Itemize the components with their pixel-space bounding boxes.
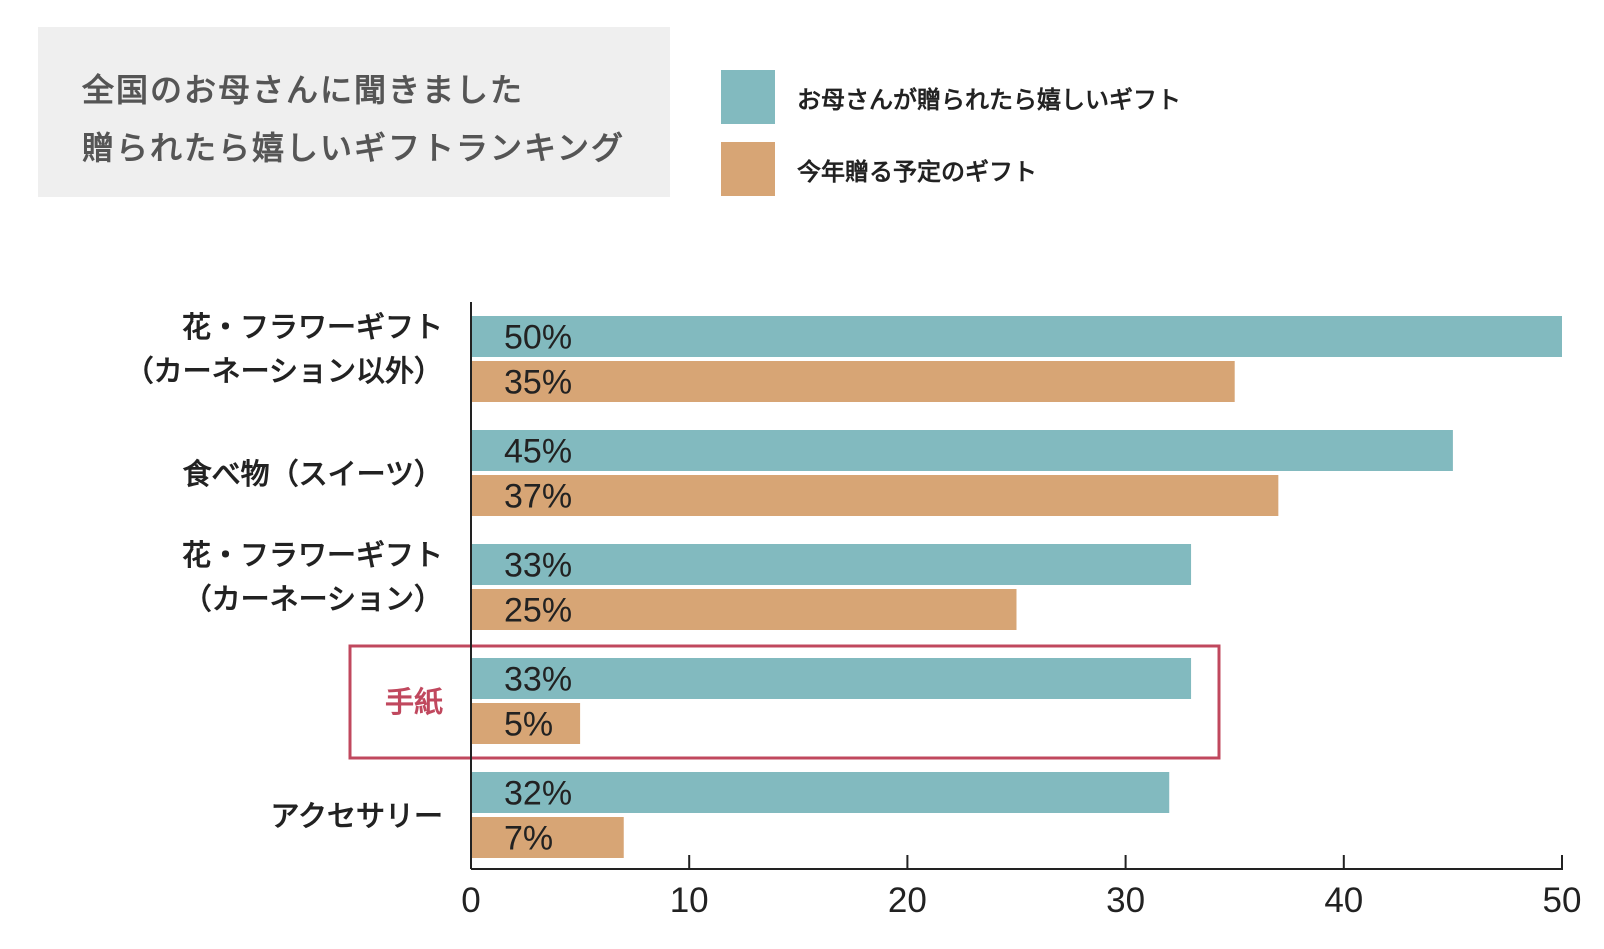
category-label-4-0: アクセサリー bbox=[270, 799, 443, 833]
bar-wanted-3 bbox=[471, 658, 1191, 699]
bar-planned-0 bbox=[471, 361, 1235, 402]
category-label-2-0: 花・フラワーギフト bbox=[182, 538, 443, 572]
x-tick-label-50: 50 bbox=[1543, 881, 1582, 920]
bar-chart: 50% 35% 花・フラワーギフト （カーネーション以外） 45% 37% 食べ物（スイーツ… bbox=[0, 0, 1604, 949]
data-label-wanted-2: 33% bbox=[504, 547, 572, 585]
bar-wanted-1 bbox=[471, 430, 1453, 471]
data-label-wanted-4: 32% bbox=[504, 775, 572, 813]
category-label-0-0: 花・フラワーギフト bbox=[182, 310, 443, 344]
data-label-planned-2: 25% bbox=[504, 592, 572, 630]
category-label-3-0: 手紙 bbox=[385, 685, 443, 719]
bar-wanted-4 bbox=[471, 772, 1169, 813]
x-tick-label-30: 30 bbox=[1106, 881, 1145, 920]
data-label-planned-1: 37% bbox=[504, 478, 572, 516]
data-label-wanted-3: 33% bbox=[504, 661, 572, 699]
category-label-1-0: 食べ物（スイーツ） bbox=[183, 457, 443, 491]
bar-wanted-0 bbox=[471, 316, 1562, 357]
data-label-wanted-0: 50% bbox=[504, 319, 572, 357]
x-tick-label-10: 10 bbox=[670, 881, 709, 920]
data-label-planned-3: 5% bbox=[504, 706, 553, 744]
x-tick-label-0: 0 bbox=[461, 881, 480, 920]
category-label-0-1: （カーネーション以外） bbox=[125, 354, 443, 388]
data-label-wanted-1: 45% bbox=[504, 433, 572, 471]
bar-wanted-2 bbox=[471, 544, 1191, 585]
x-tick-label-20: 20 bbox=[888, 881, 927, 920]
category-label-2-1: （カーネーション） bbox=[183, 582, 443, 616]
x-tick-label-40: 40 bbox=[1324, 881, 1363, 920]
data-label-planned-4: 7% bbox=[504, 820, 553, 858]
bar-planned-1 bbox=[471, 475, 1278, 516]
data-label-planned-0: 35% bbox=[504, 364, 572, 402]
